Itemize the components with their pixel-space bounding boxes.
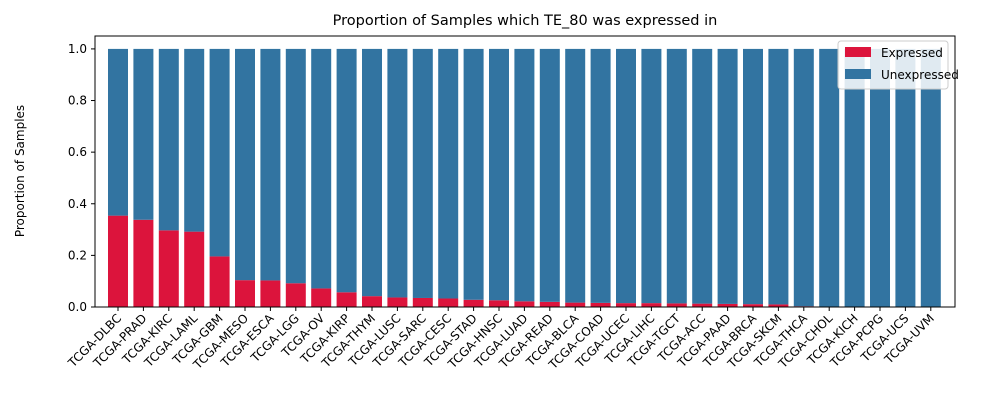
bar-unexpressed-tcga-ucs xyxy=(895,48,916,308)
bar-unexpressed-tcga-cesc xyxy=(438,48,459,299)
bar-expressed-tcga-hnsc xyxy=(489,300,509,307)
bar-expressed-tcga-lihc xyxy=(641,303,662,307)
legend-label-expressed: Expressed xyxy=(881,46,943,60)
bar-expressed-tcga-brca xyxy=(743,304,763,307)
bar-unexpressed-tcga-sarc xyxy=(412,48,433,298)
legend-label-unexpressed: Unexpressed xyxy=(881,68,959,82)
bar-unexpressed-tcga-blca xyxy=(565,48,586,303)
bar-expressed-tcga-esca xyxy=(260,280,281,307)
bar-expressed-tcga-sarc xyxy=(412,297,433,307)
legend: Expressed Unexpressed xyxy=(837,40,959,90)
legend-swatch-unexpressed xyxy=(845,69,871,79)
plot-frame xyxy=(94,35,956,308)
bar-unexpressed-tcga-kich xyxy=(844,48,865,308)
bar-expressed-tcga-stad xyxy=(463,299,484,307)
bar-expressed-tcga-acc xyxy=(692,303,713,307)
bar-expressed-tcga-cesc xyxy=(438,298,459,307)
bar-expressed-tcga-gbm xyxy=(209,256,230,307)
y-axis-ticks: 0.0 0.2 0.4 0.6 0.8 1.0 xyxy=(68,42,95,314)
bar-unexpressed-tcga-paad xyxy=(717,48,738,304)
bar-unexpressed-tcga-luad xyxy=(514,48,535,302)
bar-unexpressed-tcga-lihc xyxy=(641,48,662,304)
x-axis-ticks: TCGA-DLBCTCGA-PRADTCGA-KIRCTCGA-LAMLTCGA… xyxy=(65,307,937,372)
y-tick-label: 0.2 xyxy=(68,248,87,262)
bar-unexpressed-tcga-prad xyxy=(133,48,154,220)
chart-title: Proportion of Samples which TE_80 was ex… xyxy=(333,13,718,29)
bar-unexpressed-tcga-tgct xyxy=(666,48,687,304)
y-tick-label: 0.4 xyxy=(68,197,87,211)
bar-expressed-tcga-kirp xyxy=(336,292,357,307)
bar-unexpressed-tcga-skcm xyxy=(768,48,789,305)
y-tick-label: 1.0 xyxy=(68,42,87,56)
bar-expressed-tcga-ucec xyxy=(616,303,636,307)
bar-unexpressed-tcga-kirp xyxy=(336,48,357,293)
bar-expressed-tcga-lgg xyxy=(285,283,306,307)
bar-expressed-tcga-luad xyxy=(514,301,535,307)
bar-expressed-tcga-lusc xyxy=(387,297,408,307)
bar-unexpressed-tcga-acc xyxy=(692,48,713,304)
bar-expressed-tcga-read xyxy=(539,301,560,307)
bar-unexpressed-tcga-pcpg xyxy=(870,48,890,308)
bar-unexpressed-tcga-lgg xyxy=(285,48,306,284)
legend-swatch-expressed xyxy=(845,47,871,57)
bar-expressed-tcga-kirc xyxy=(158,230,179,307)
bar-expressed-tcga-skcm xyxy=(768,304,789,307)
y-tick-label: 0.6 xyxy=(68,145,87,159)
y-tick-label: 0.8 xyxy=(68,94,87,108)
y-axis-label: Proportion of Samples xyxy=(13,105,27,237)
bar-expressed-tcga-dlbc xyxy=(108,215,128,307)
bar-expressed-tcga-meso xyxy=(235,280,255,307)
bar-expressed-tcga-blca xyxy=(565,302,586,307)
bar-unexpressed-tcga-lusc xyxy=(387,48,408,298)
bar-expressed-tcga-thym xyxy=(362,296,382,307)
y-tick-label: 0.0 xyxy=(68,300,87,314)
bar-expressed-tcga-prad xyxy=(133,219,154,307)
bar-unexpressed-tcga-kirc xyxy=(158,48,179,231)
bar-unexpressed-tcga-ucec xyxy=(616,48,636,304)
bar-unexpressed-tcga-brca xyxy=(743,48,763,305)
bar-expressed-tcga-coad xyxy=(590,302,611,307)
bar-unexpressed-tcga-meso xyxy=(235,48,255,281)
bar-unexpressed-tcga-hnsc xyxy=(489,48,509,301)
bar-unexpressed-tcga-thca xyxy=(793,48,814,307)
bar-unexpressed-tcga-ov xyxy=(311,48,332,289)
bars-group xyxy=(108,48,941,308)
bar-unexpressed-tcga-gbm xyxy=(209,48,230,257)
bar-unexpressed-tcga-stad xyxy=(463,48,484,300)
bar-unexpressed-tcga-read xyxy=(539,48,560,302)
bar-unexpressed-tcga-laml xyxy=(184,48,205,232)
bar-unexpressed-tcga-dlbc xyxy=(108,48,128,216)
bar-unexpressed-tcga-coad xyxy=(590,48,611,303)
bar-unexpressed-tcga-chol xyxy=(819,48,840,308)
bar-expressed-tcga-laml xyxy=(184,231,205,307)
bar-unexpressed-tcga-uvm xyxy=(920,48,941,308)
bar-unexpressed-tcga-thym xyxy=(362,48,382,297)
bar-unexpressed-tcga-esca xyxy=(260,48,281,281)
bar-expressed-tcga-ov xyxy=(311,288,332,307)
bar-expressed-tcga-tgct xyxy=(666,303,687,307)
bar-expressed-tcga-paad xyxy=(717,303,738,307)
